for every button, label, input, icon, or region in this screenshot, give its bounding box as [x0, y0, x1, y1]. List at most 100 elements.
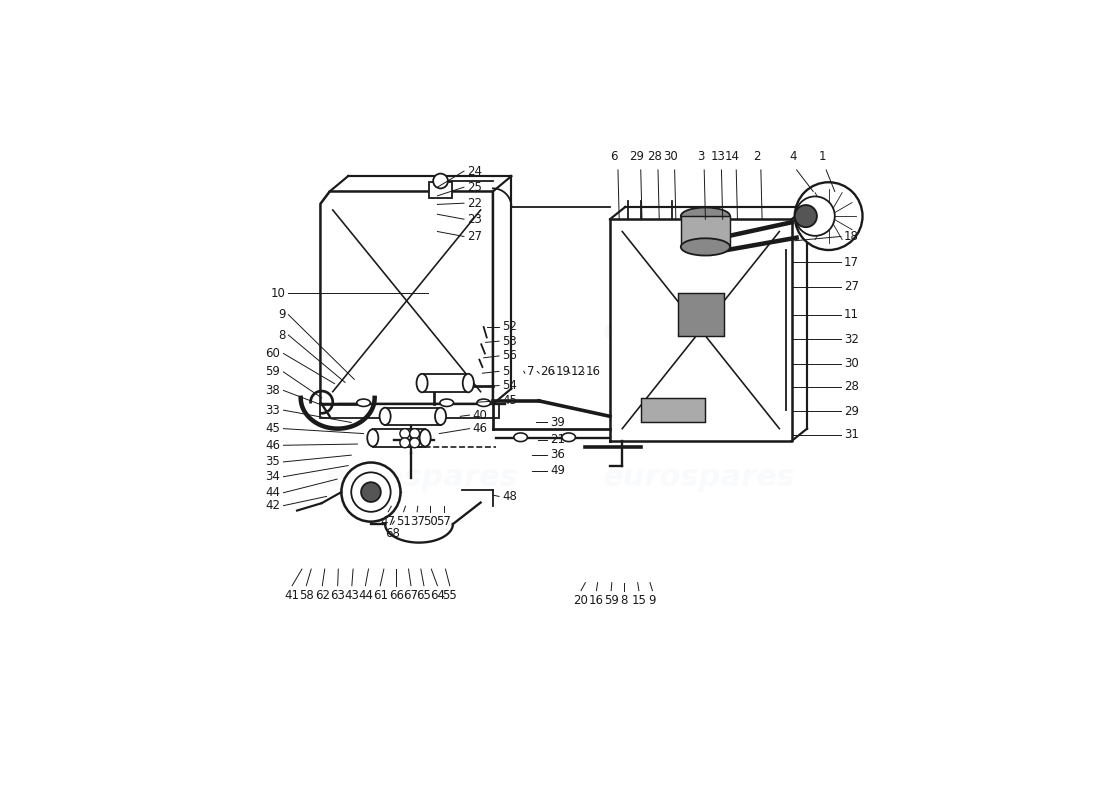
Text: 23: 23	[468, 213, 482, 226]
Circle shape	[400, 429, 409, 438]
Text: 61: 61	[373, 589, 387, 602]
Text: 6: 6	[610, 150, 618, 162]
Text: eurospares: eurospares	[603, 315, 795, 345]
Text: 49: 49	[550, 464, 565, 477]
Text: 45: 45	[265, 422, 280, 435]
Circle shape	[409, 429, 419, 438]
Ellipse shape	[434, 408, 447, 425]
Text: 29: 29	[844, 405, 859, 418]
Text: 53: 53	[502, 334, 517, 348]
Ellipse shape	[562, 433, 575, 442]
Circle shape	[400, 438, 409, 448]
Ellipse shape	[514, 433, 527, 442]
Text: 21: 21	[550, 434, 565, 446]
Circle shape	[795, 197, 835, 236]
Text: 30: 30	[663, 150, 679, 162]
Text: 9: 9	[649, 594, 657, 606]
Text: 4: 4	[789, 150, 796, 162]
Circle shape	[433, 174, 448, 189]
Text: 46: 46	[473, 422, 487, 435]
Text: 8: 8	[278, 329, 285, 342]
Ellipse shape	[681, 238, 730, 255]
Text: 8: 8	[620, 594, 628, 606]
Polygon shape	[609, 219, 792, 441]
Text: 59: 59	[604, 594, 618, 606]
Text: 58: 58	[299, 589, 314, 602]
Text: 33: 33	[265, 404, 280, 417]
Text: 62: 62	[315, 589, 330, 602]
Circle shape	[361, 482, 381, 502]
Text: 24: 24	[468, 165, 482, 178]
Text: 3: 3	[696, 150, 704, 162]
Text: 48: 48	[502, 490, 517, 503]
Text: 20: 20	[573, 594, 588, 606]
Text: 43: 43	[344, 589, 360, 602]
Text: 28: 28	[844, 380, 859, 394]
Text: 67: 67	[404, 589, 418, 602]
Ellipse shape	[367, 430, 378, 446]
Ellipse shape	[440, 399, 453, 406]
Text: 27: 27	[468, 230, 482, 243]
Bar	[640, 398, 705, 422]
Polygon shape	[320, 191, 493, 404]
Ellipse shape	[379, 408, 390, 425]
Text: 44: 44	[358, 589, 373, 602]
Text: 31: 31	[844, 428, 859, 442]
Text: 28: 28	[647, 150, 662, 162]
Bar	[385, 408, 440, 425]
Text: 55: 55	[442, 589, 458, 602]
Bar	[422, 374, 469, 392]
Circle shape	[351, 472, 390, 512]
Text: eurospares: eurospares	[326, 315, 518, 345]
Text: 17: 17	[844, 256, 859, 269]
Text: 15: 15	[631, 594, 647, 606]
Circle shape	[341, 462, 400, 522]
Text: 1: 1	[818, 150, 826, 162]
Text: 27: 27	[844, 281, 859, 294]
Text: 22: 22	[468, 197, 482, 210]
Ellipse shape	[417, 374, 428, 392]
Text: 7: 7	[527, 365, 535, 378]
Text: eurospares: eurospares	[326, 463, 518, 493]
Ellipse shape	[477, 399, 491, 406]
Text: 40: 40	[473, 409, 487, 422]
Bar	[320, 404, 499, 418]
Text: 26: 26	[540, 365, 556, 378]
Text: 12: 12	[571, 365, 586, 378]
Text: 47: 47	[381, 515, 396, 528]
Text: 16: 16	[588, 594, 604, 606]
Text: 14: 14	[725, 150, 740, 162]
Text: 5: 5	[502, 365, 509, 378]
Bar	[681, 216, 730, 247]
Text: 50: 50	[422, 515, 438, 528]
Text: 51: 51	[396, 515, 411, 528]
Ellipse shape	[356, 399, 371, 406]
Ellipse shape	[681, 207, 730, 225]
Text: 56: 56	[502, 350, 517, 362]
Text: 37: 37	[409, 515, 425, 528]
Text: 54: 54	[502, 379, 517, 392]
Text: 44: 44	[265, 486, 280, 499]
Ellipse shape	[463, 374, 474, 392]
Text: eurospares: eurospares	[603, 463, 795, 493]
Bar	[373, 430, 425, 446]
Text: 18: 18	[844, 230, 859, 243]
Circle shape	[409, 438, 419, 448]
Bar	[429, 182, 452, 198]
Text: 9: 9	[278, 308, 285, 321]
Text: 41: 41	[285, 589, 299, 602]
Text: 35: 35	[265, 455, 280, 469]
Text: 29: 29	[629, 150, 645, 162]
Text: 36: 36	[550, 448, 565, 461]
Text: 64: 64	[430, 589, 446, 602]
Circle shape	[794, 205, 817, 227]
Text: 32: 32	[844, 333, 859, 346]
Text: 57: 57	[437, 515, 451, 528]
Text: 10: 10	[271, 286, 285, 300]
Text: 2: 2	[754, 150, 761, 162]
Bar	[678, 293, 724, 336]
Text: 25: 25	[468, 181, 482, 194]
Circle shape	[794, 182, 862, 250]
Text: 63: 63	[330, 589, 345, 602]
Text: 30: 30	[844, 358, 859, 370]
